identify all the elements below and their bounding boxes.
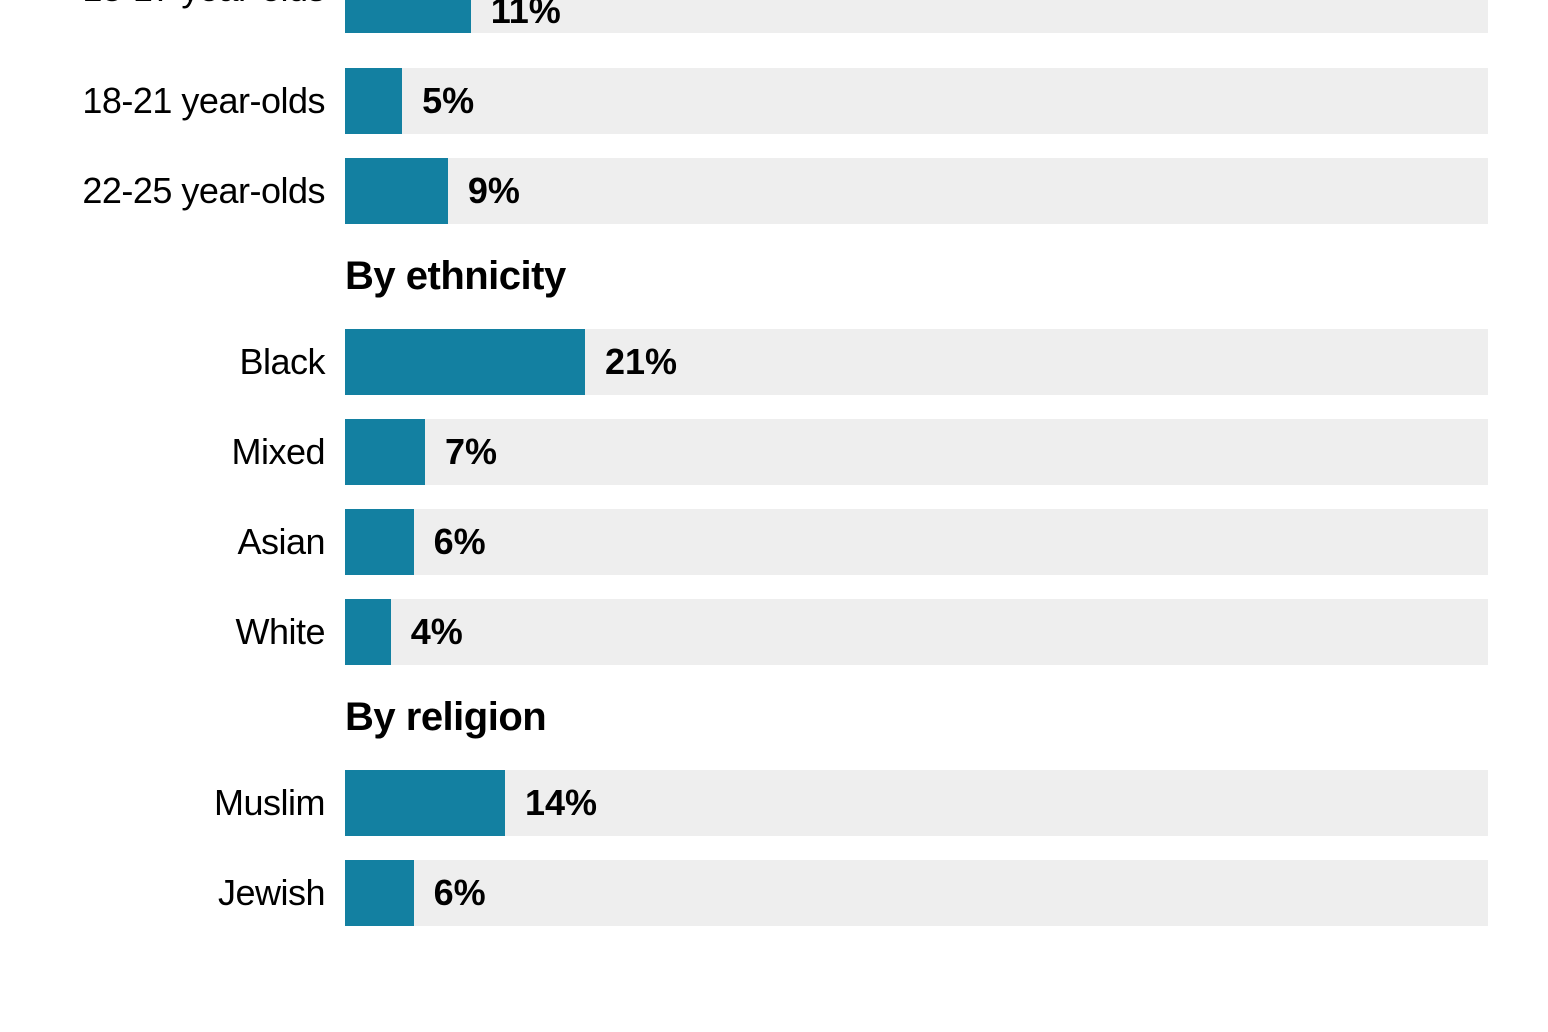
bar-track: 21% [345, 329, 1488, 395]
bar-track: 9% [345, 158, 1488, 224]
bar-background [345, 599, 1488, 665]
bar-background [345, 68, 1488, 134]
bar-value: 14% [525, 782, 597, 824]
bar-fill [345, 860, 414, 926]
chart-row: 13-17 year-olds 11% [0, 0, 1548, 44]
bar-fill [345, 770, 505, 836]
bar-value: 4% [411, 611, 463, 653]
section-header: By religion [0, 695, 1548, 740]
bar-chart: 13-17 year-olds 11% 18-21 year-olds 5% 22-25… [0, 0, 1548, 926]
chart-row: Black 21% [0, 329, 1548, 395]
chart-row: Asian 6% [0, 509, 1548, 575]
bar-background [345, 419, 1488, 485]
chart-row: 18-21 year-olds 5% [0, 68, 1548, 134]
bar-fill [345, 68, 402, 134]
row-label: Muslim [0, 782, 345, 824]
bar-value: 6% [434, 872, 486, 914]
bar-track: 7% [345, 419, 1488, 485]
bar-track: 14% [345, 770, 1488, 836]
row-label: 13-17 year-olds [0, 0, 345, 10]
chart-row: Jewish 6% [0, 860, 1548, 926]
bar-fill [345, 419, 425, 485]
bar-value: 5% [422, 80, 474, 122]
chart-row: White 4% [0, 599, 1548, 665]
row-label: Black [0, 341, 345, 383]
section-header: By ethnicity [0, 254, 1548, 299]
bar-background [345, 770, 1488, 836]
row-label: Asian [0, 521, 345, 563]
bar-fill [345, 158, 448, 224]
bar-value: 11% [491, 0, 561, 32]
bar-fill [345, 599, 391, 665]
bar-background [345, 509, 1488, 575]
section-header-text: By ethnicity [345, 254, 566, 299]
row-label: 22-25 year-olds [0, 170, 345, 212]
chart-row: Muslim 14% [0, 770, 1548, 836]
bar-track: 4% [345, 599, 1488, 665]
bar-fill [345, 509, 414, 575]
bar-fill [345, 329, 585, 395]
bar-value: 9% [468, 170, 520, 212]
bar-fill [345, 0, 471, 33]
bar-value: 7% [445, 431, 497, 473]
bar-track: 6% [345, 509, 1488, 575]
bar-track: 6% [345, 860, 1488, 926]
bar-value: 6% [434, 521, 486, 563]
row-label: White [0, 611, 345, 653]
bar-track: 11% [345, 0, 1488, 33]
bar-background [345, 860, 1488, 926]
section-header-text: By religion [345, 695, 546, 740]
row-label: 18-21 year-olds [0, 80, 345, 122]
chart-row: 22-25 year-olds 9% [0, 158, 1548, 224]
chart-row: Mixed 7% [0, 419, 1548, 485]
bar-track: 5% [345, 68, 1488, 134]
row-label: Mixed [0, 431, 345, 473]
bar-value: 21% [605, 341, 677, 383]
row-label: Jewish [0, 872, 345, 914]
